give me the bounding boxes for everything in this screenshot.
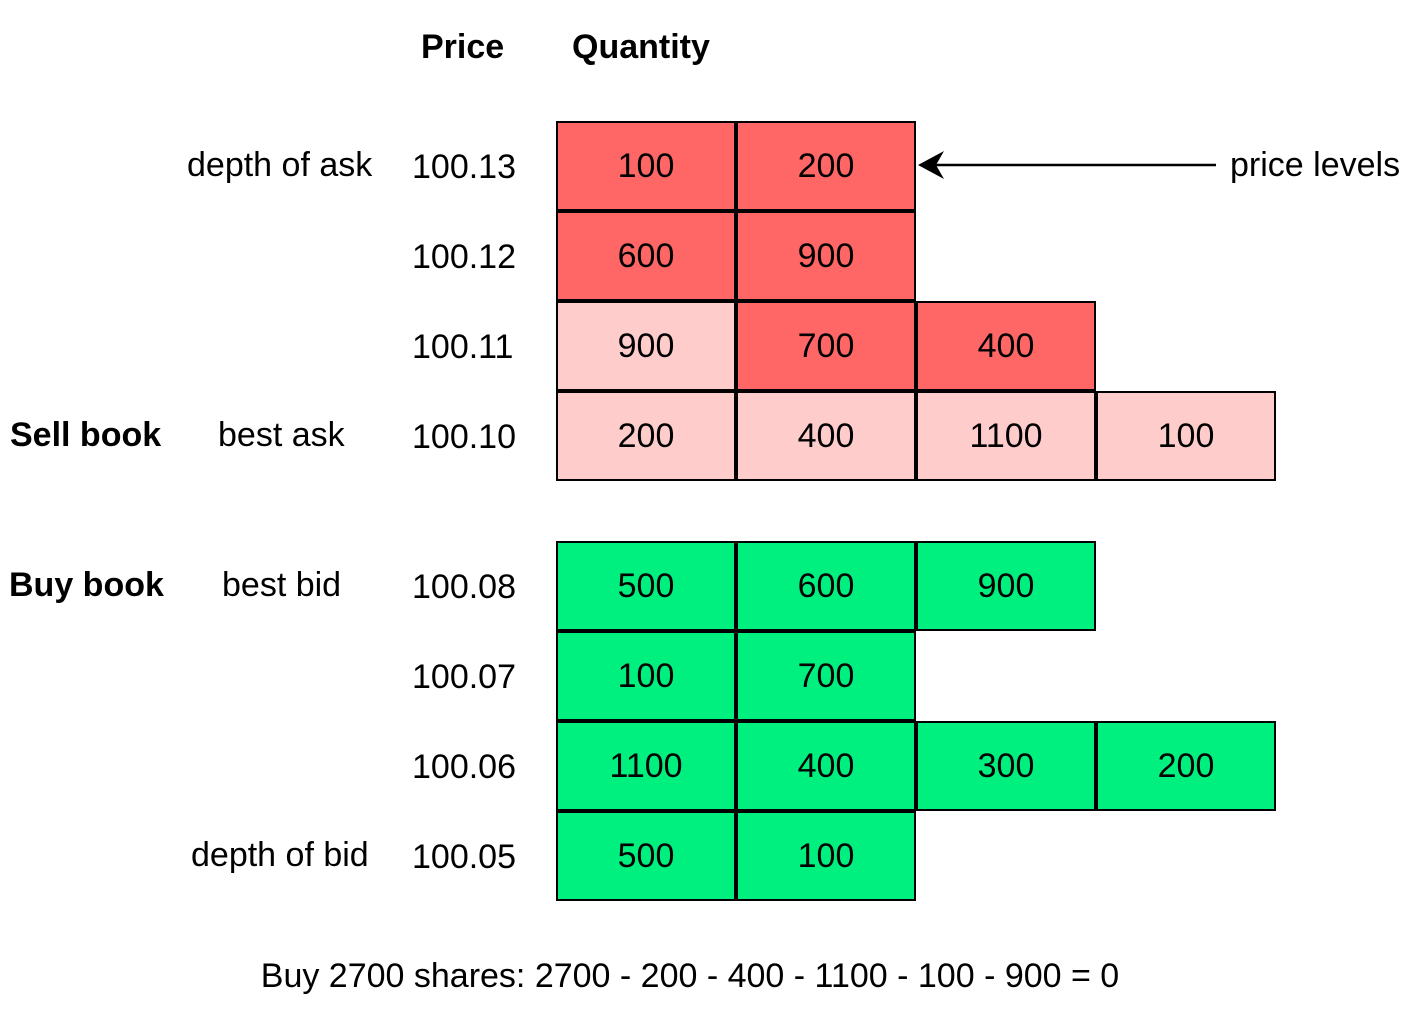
bid-price-level: 100.08 (412, 568, 516, 606)
ask-quantity-cell: 400 (916, 301, 1096, 391)
bid-quantity-cell: 600 (736, 541, 916, 631)
ask-quantity-cell: 900 (736, 211, 916, 301)
ask-quantity-cell: 200 (556, 391, 736, 481)
buy-book-label: Buy book (9, 566, 164, 604)
ask-quantity-cell: 400 (736, 391, 916, 481)
ask-price-level: 100.12 (412, 238, 516, 276)
bid-quantity-cell: 1100 (556, 721, 736, 811)
bid-quantity-cell: 700 (736, 631, 916, 721)
best-ask-label: best ask (218, 416, 345, 454)
bid-price-level: 100.06 (412, 748, 516, 786)
ask-quantity-cell: 900 (556, 301, 736, 391)
ask-quantity-cell: 200 (736, 121, 916, 211)
bid-quantity-cell: 300 (916, 721, 1096, 811)
ask-price-level: 100.11 (412, 328, 514, 366)
ask-quantity-cell: 1100 (916, 391, 1096, 481)
bid-price-level: 100.05 (412, 838, 516, 876)
sell-book-label: Sell book (10, 416, 162, 454)
price-header: Price (421, 28, 505, 66)
ask-price-level: 100.10 (412, 418, 516, 456)
bid-quantity-cell: 400 (736, 721, 916, 811)
ask-quantity-cell: 100 (1096, 391, 1276, 481)
fill-equation: Buy 2700 shares: 2700 - 200 - 400 - 1100… (260, 957, 1120, 995)
bid-quantity-cell: 500 (556, 811, 736, 901)
best-bid-label: best bid (222, 566, 342, 604)
bid-quantity-cell: 200 (1096, 721, 1276, 811)
bid-quantity-cell: 900 (916, 541, 1096, 631)
depth-of-ask-label: depth of ask (187, 146, 373, 184)
quantity-header: Quantity (572, 28, 710, 66)
ask-quantity-cell: 100 (556, 121, 736, 211)
bid-price-level: 100.07 (412, 658, 516, 696)
bid-quantity-cell: 100 (736, 811, 916, 901)
bid-quantity-cell: 500 (556, 541, 736, 631)
depth-of-bid-label: depth of bid (191, 836, 369, 874)
price-levels-label: price levels (1230, 146, 1401, 184)
ask-quantity-cell: 600 (556, 211, 736, 301)
ask-quantity-cell: 700 (736, 301, 916, 391)
bid-quantity-cell: 100 (556, 631, 736, 721)
ask-price-level: 100.13 (412, 148, 516, 186)
